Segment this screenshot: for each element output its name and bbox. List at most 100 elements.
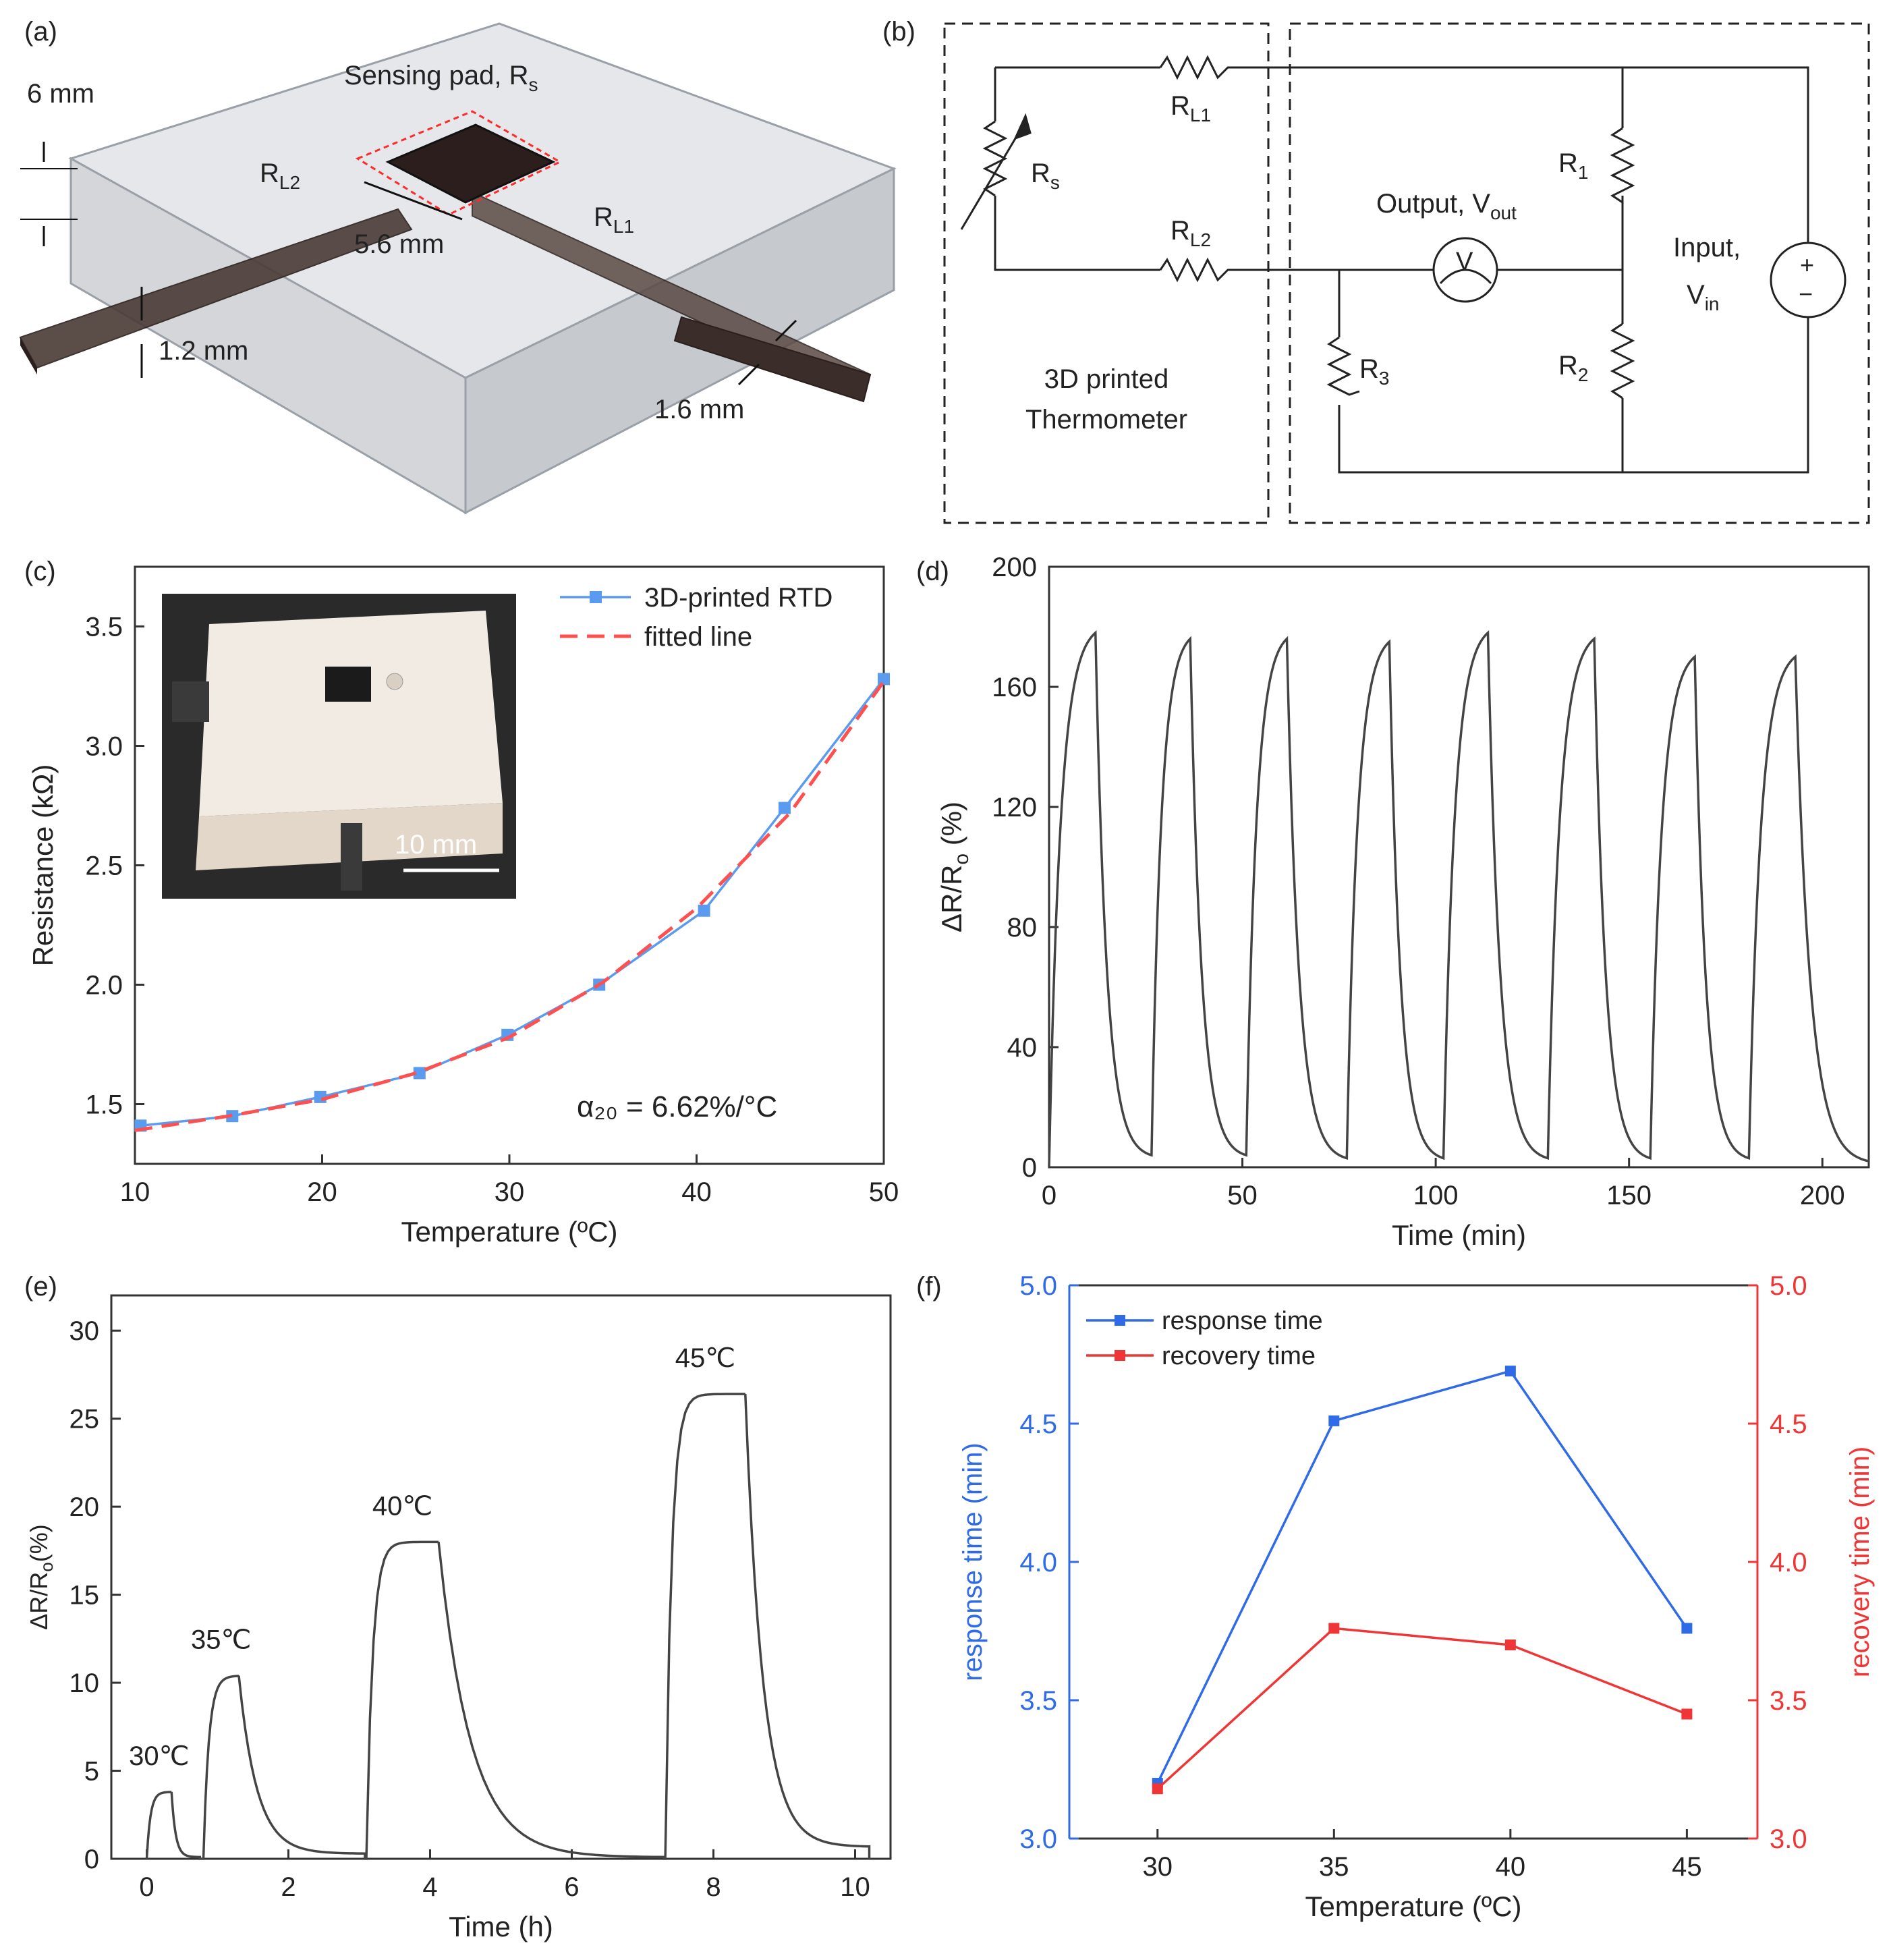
d-xtick-label: 100 (1413, 1181, 1459, 1210)
e-xtick-label: 0 (139, 1872, 154, 1902)
alpha-annotation: α₂₀ = 6.62%/°C (577, 1090, 777, 1123)
d-xtick-label: 200 (1800, 1181, 1845, 1210)
c-fitted-line (134, 680, 886, 1132)
inset-sensing-pad (325, 667, 371, 702)
e-step-curve (145, 1393, 871, 1860)
bridge-dashed-box (1289, 22, 1870, 524)
dim-lead-width-label: 1.6 mm (654, 395, 744, 424)
c-axes: 10 20 30 40 50 1.5 2.0 2.5 3.0 3.5 Temperature (ºC… (27, 565, 899, 1248)
rl1-label-b: RL1 (1171, 91, 1211, 125)
c-series (134, 673, 890, 1132)
f-legend-label: response time (1162, 1307, 1323, 1335)
circuit-wires (994, 66, 1809, 474)
sensing-pad-label: Sensing pad, Rs (344, 61, 538, 95)
c-xlabel: Temperature (ºC) (401, 1216, 617, 1248)
f-legend-label: recovery time (1162, 1342, 1316, 1370)
f-xtick-label: 35 (1319, 1852, 1349, 1882)
c-ytick-label: 2.5 (85, 851, 123, 881)
d-ylabel-sub: o (951, 853, 973, 865)
f-ytick-left-label: 3.0 (1019, 1824, 1057, 1854)
c-legend-label: fitted line (644, 622, 752, 652)
panel-label-a: (a) (24, 17, 57, 47)
f-ytick-right-label: 3.5 (1770, 1686, 1807, 1716)
c-xtick-label: 10 (120, 1177, 150, 1207)
e-step-label: 35℃ (191, 1625, 251, 1655)
f-response-line (1156, 1370, 1688, 1784)
d-axes: 0 50 100 150 200 0 40 80 120 160 200 Time (min) ΔR/R… (936, 553, 1870, 1251)
d-ylabel-main: ΔR/R (936, 865, 967, 932)
f-ytick-right-label: 3.0 (1770, 1824, 1807, 1854)
f-xtick-label: 40 (1496, 1852, 1526, 1882)
panel-d-chart: (d) 0 50 100 150 200 0 40 80 120 160 200 Time (min)… (916, 553, 1870, 1251)
f-recovery-point (1681, 1708, 1693, 1720)
inset-lead-connector (341, 823, 362, 891)
d-xtick-label: 50 (1227, 1181, 1258, 1210)
r1-label: R1 (1558, 148, 1588, 183)
f-ylabel-left: response time (min) (958, 1443, 988, 1681)
e-ylabel-sub: o (36, 1562, 57, 1571)
lead-rl2-bottom (20, 337, 37, 374)
f-legend-marker (1115, 1315, 1125, 1326)
e-ytick-label: 25 (69, 1405, 100, 1434)
f-ytick-left-label: 5.0 (1019, 1271, 1057, 1301)
f-xlabel: Temperature (ºC) (1305, 1891, 1521, 1922)
c-rtd-point (878, 673, 890, 685)
r2-label: R2 (1558, 351, 1588, 385)
voltmeter (1432, 237, 1498, 303)
resistor-rl2 (1159, 257, 1231, 283)
rl2-label: RL2 (260, 159, 300, 193)
e-ytick-label: 0 (84, 1845, 99, 1874)
c-legend: 3D-printed RTD fitted line (560, 583, 833, 652)
input-label-line2: Vin (1687, 280, 1719, 314)
lead-rl2 (19, 208, 413, 369)
e-xlabel: Time (h) (449, 1911, 553, 1942)
c-rtd-point (778, 802, 791, 814)
f-recovery-point (1504, 1640, 1516, 1650)
f-recovery-point (1152, 1783, 1163, 1795)
f-ylabel-right: recovery time (min) (1845, 1447, 1875, 1677)
d-cycling-curve (1048, 629, 1869, 1168)
panel-f-chart: (f) 30 35 40 45 3.0 3.0 3.5 3.5 4.0 4.0 4.5 4.5 5.0 5… (916, 1271, 1875, 1922)
e-ytick-label: 30 (69, 1316, 100, 1346)
e-step-label: 30℃ (129, 1741, 189, 1771)
f-response-point (1681, 1623, 1693, 1634)
resistor-r1 (1610, 127, 1635, 204)
c-ytick-label: 1.5 (85, 1090, 123, 1120)
inset-screw-hole (386, 673, 403, 690)
c-rtd-point (413, 1067, 426, 1080)
rs-arrowhead (1013, 113, 1032, 140)
input-label-line1: Input, (1673, 233, 1741, 262)
r3-label: R3 (1359, 354, 1389, 389)
f-axes: 30 35 40 45 3.0 3.0 3.5 3.5 4.0 4.0 4.5 4.5 5.0 5.0 Te… (958, 1271, 1875, 1922)
meter-symbol: V (1456, 248, 1473, 276)
f-recovery-line (1156, 1627, 1688, 1790)
e-ytick-label: 15 (69, 1581, 100, 1611)
d-ylabel-tail: (%) (936, 802, 967, 853)
e-series: 30℃ 35℃ 40℃ 45℃ (129, 1343, 871, 1860)
d-ytick-label: 80 (1007, 913, 1038, 943)
e-ylabel: ΔR/Ro(%) (25, 1524, 57, 1630)
c-legend-label: 3D-printed RTD (644, 583, 833, 613)
c-xtick-label: 30 (495, 1177, 525, 1207)
thermometer-dashed-box (943, 22, 1270, 524)
source-plus: + (1800, 251, 1814, 279)
c-ytick-label: 3.0 (85, 732, 123, 762)
d-ytick-label: 120 (992, 793, 1037, 822)
c-legend-marker (590, 591, 602, 603)
c-ytick-label: 3.5 (85, 613, 123, 642)
e-ytick-label: 20 (69, 1492, 100, 1522)
inset-lead-side (172, 681, 209, 722)
c-rtd-point (698, 904, 710, 917)
panel-label-e: (e) (24, 1272, 57, 1301)
e-ytick-label: 5 (84, 1757, 99, 1787)
sensing-pad (385, 123, 556, 204)
d-ylabel: ΔR/Ro (%) (936, 802, 973, 932)
e-xtick-label: 4 (422, 1872, 437, 1902)
resistor-rs (982, 120, 1008, 197)
f-series (1152, 1366, 1693, 1795)
e-step-label: 45℃ (675, 1343, 735, 1373)
d-xtick-label: 150 (1606, 1181, 1652, 1210)
f-ytick-left-label: 4.5 (1019, 1409, 1057, 1439)
f-legend-marker (1115, 1350, 1125, 1361)
